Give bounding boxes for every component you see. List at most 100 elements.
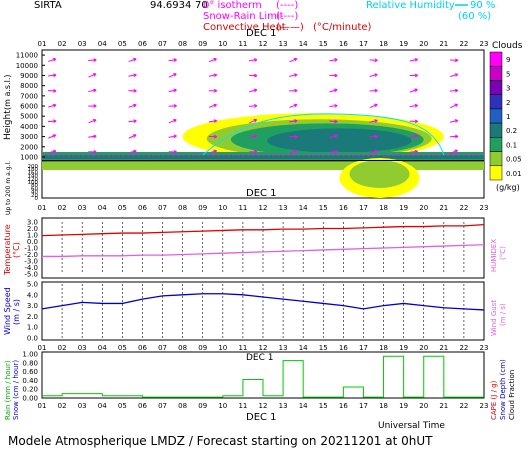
- wind-arrow: [88, 104, 97, 108]
- wind-label: Wind Speed: [3, 287, 12, 335]
- clouds-legend-swatch: [489, 65, 503, 81]
- snow-rain-marker: (----): [276, 11, 298, 22]
- hour-tick-label: 09: [198, 402, 207, 410]
- hour-tick-label: 01: [38, 344, 47, 352]
- low-height-tick: 40: [31, 190, 38, 196]
- hour-tick-label: 22: [459, 344, 468, 352]
- hour-tick-label: 04: [98, 40, 107, 48]
- wind-arrow: [449, 119, 459, 123]
- hour-tick-label: 17: [359, 204, 368, 212]
- hour-tick-label: 19: [399, 402, 408, 410]
- wind-unit: (m / s): [12, 299, 21, 325]
- rain-tick-label: 0.00: [22, 395, 38, 403]
- panel-clouds: 1100010000900080007000600050004000300020…: [3, 49, 485, 215]
- rain-tick-label: 0.60: [22, 368, 38, 376]
- wind-arrow: [248, 88, 258, 93]
- hour-tick-label: 22: [459, 204, 468, 212]
- hour-tick-label: 18: [379, 204, 388, 212]
- hour-tick-label: 15: [319, 204, 328, 212]
- cloud-fill: [41, 113, 485, 198]
- wind-arrow: [329, 103, 338, 108]
- clouds-legend-label: 0.2: [506, 127, 517, 135]
- hour-tick-label: 14: [299, 402, 308, 410]
- y-tick-label: 1.0: [27, 324, 38, 332]
- hour-tick-label: 12: [259, 402, 268, 410]
- hour-tick-label: 13: [279, 344, 288, 352]
- wind-arrow: [248, 73, 258, 78]
- station-coords: 94.6934: [150, 0, 191, 11]
- clouds-legend-title: Clouds: [492, 41, 523, 51]
- clouds-legend-label: 0.1: [506, 141, 517, 149]
- day-label-rain: DEC 1: [246, 353, 274, 363]
- hour-tick-label: 21: [439, 402, 448, 410]
- hour-tick-label: 03: [78, 204, 87, 212]
- low-height-tick: 100: [28, 180, 39, 186]
- wind-arrow: [48, 73, 57, 78]
- day-label-clouds: DEC 1: [246, 188, 277, 199]
- height-tick: 8000: [20, 82, 38, 90]
- wind-arrows: [48, 57, 459, 154]
- wind-arrow: [48, 88, 57, 93]
- legend-rh: Relative Humidity: [366, 0, 455, 11]
- hour-tick-label: 03: [78, 40, 87, 48]
- hour-tick-label: 14: [299, 40, 308, 48]
- clouds-legend-swatch: [489, 137, 503, 152]
- hour-tick-label: 23: [480, 344, 489, 352]
- hour-tick-label: 11: [238, 344, 247, 352]
- wind-arrow: [208, 103, 217, 108]
- hour-tick-label: 04: [98, 402, 107, 410]
- isotherm-marker: (----): [276, 0, 298, 11]
- hour-tick-label: 15: [319, 402, 328, 410]
- series-wind: [41, 293, 485, 311]
- day-label-bottom: DEC 1: [246, 412, 277, 423]
- clouds-legend-unit: (g/kg): [496, 183, 520, 192]
- hour-tick-label: 20: [419, 344, 428, 352]
- hour-tick-label: 16: [339, 402, 348, 410]
- hour-tick-label: 22: [459, 40, 468, 48]
- hour-tick-label: 13: [279, 40, 288, 48]
- legend-rh-90: 90 %: [470, 0, 495, 11]
- clouds-legend-swatch: [489, 51, 503, 67]
- hour-tick-label: 18: [379, 344, 388, 352]
- hour-tick-label: 23: [480, 40, 489, 48]
- height-axis: 1100010000900080007000600050004000300020…: [16, 52, 45, 202]
- hour-tick-label: 07: [158, 344, 167, 352]
- header: SIRTA 94.6934 70 0° isotherm (----) Snow…: [34, 0, 495, 39]
- hour-tick-label: 15: [319, 40, 328, 48]
- clouds-legend-swatch: [489, 80, 503, 95]
- hour-tick-label: 16: [339, 40, 348, 48]
- wind-arrow: [208, 134, 218, 139]
- hour-tick-label: 09: [198, 40, 207, 48]
- y-tick-label: 0.0: [27, 335, 38, 343]
- hour-tick-label: 21: [439, 204, 448, 212]
- cloud-fraction-label: Cloud Fraction: [508, 370, 516, 420]
- rain-tick-label: 1.00: [22, 351, 38, 359]
- wind-arrow: [168, 149, 177, 154]
- wind-arrow: [329, 149, 338, 154]
- temperature-label: Temperature: [3, 224, 12, 276]
- hour-tick-label: 05: [118, 402, 127, 410]
- y-tick-label: 3.0: [27, 219, 38, 227]
- hour-tick-label: 19: [399, 204, 408, 212]
- isotherm-line: [41, 154, 485, 157]
- wind-arrow: [409, 103, 418, 108]
- wind-arrow: [208, 149, 217, 154]
- height-tick: 6000: [20, 103, 38, 111]
- hour-tick-label: 08: [178, 402, 187, 410]
- hour-tick-label: 11: [238, 40, 247, 48]
- lower-cloud-region: [349, 160, 410, 188]
- hour-tick-label: 20: [419, 40, 428, 48]
- rain-tick-label: 0.20: [22, 386, 38, 394]
- hour-tick-label: 06: [138, 344, 147, 352]
- hour-tick-label: 07: [158, 402, 167, 410]
- footer-title: Modele Atmospherique LMDZ / Forecast sta…: [8, 434, 433, 448]
- hour-tick-label: 19: [399, 40, 408, 48]
- hour-axis-low: 01 02 03 04 05 06 07 08 09 10 11 12 13 14 15 16 17 18 19 20…: [38, 344, 489, 352]
- wind-arrow: [369, 73, 378, 77]
- wind-arrow: [289, 149, 298, 154]
- wind-arrow: [48, 103, 57, 108]
- height-tick: 9000: [20, 72, 38, 80]
- low-height-tick: 120: [28, 177, 39, 183]
- hour-axis-middle: 01 02 03 04 05 06 07 08 09 10 11 12 13 14 15 16 17 18 19 20…: [38, 204, 489, 212]
- low-height-tick: 200: [28, 164, 39, 170]
